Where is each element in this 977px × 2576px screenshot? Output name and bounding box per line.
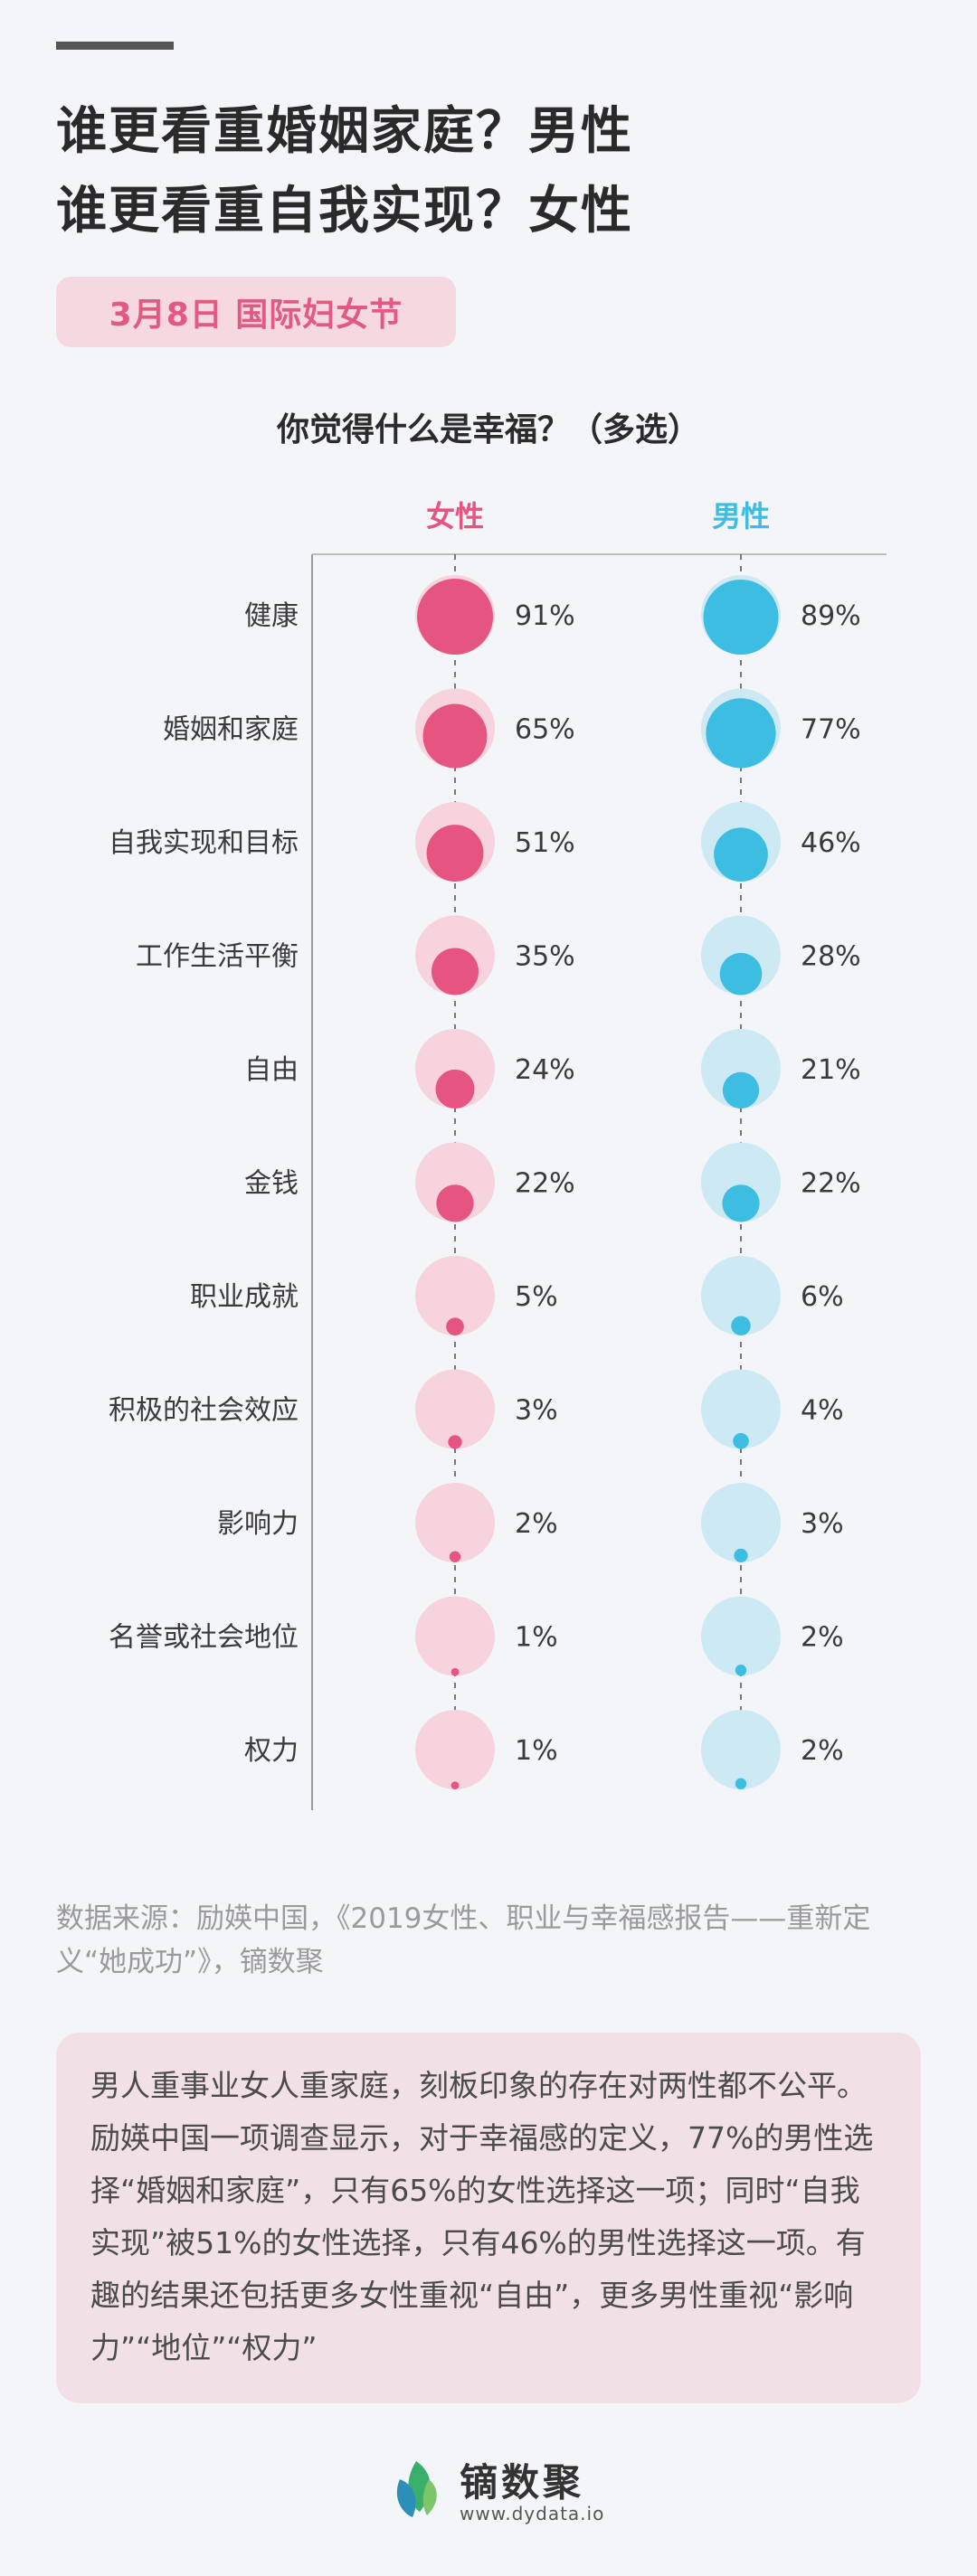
value-label: 35% <box>515 941 575 973</box>
value-label: 2% <box>801 1735 844 1767</box>
bubble-bg <box>415 1029 495 1109</box>
category-label: 名誉或社会地位 <box>109 1622 299 1654</box>
value-label: 21% <box>801 1054 861 1086</box>
page-title-line-1: 谁更看重婚姻家庭？男性 <box>56 102 633 161</box>
bubble-value <box>436 1184 474 1222</box>
summary-text: 男人重事业女人重家庭，刻板印象的存在对两性都不公平。励媖中国一项调查显示，对于幸… <box>90 2068 874 2365</box>
bubble-bg <box>701 1596 781 1676</box>
bubble-value <box>435 1069 475 1109</box>
category-label: 健康 <box>244 600 299 632</box>
bubble-bg <box>701 1142 781 1222</box>
series-header-0: 女性 <box>426 499 484 533</box>
bubble-value <box>735 1665 747 1676</box>
bubble-bg <box>415 1596 495 1676</box>
bubble-value <box>731 1316 751 1335</box>
bubble-value <box>722 1071 760 1109</box>
top-accent-bar <box>56 42 174 50</box>
data-source-note: 数据来源：励媖中国，《2019女性、职业与幸福感报告——重新定义“她成功”》，镝… <box>56 1902 871 1978</box>
value-label: 3% <box>515 1395 558 1427</box>
value-label: 1% <box>515 1735 558 1767</box>
bubble-bg <box>415 1369 495 1449</box>
bubble-value <box>722 1184 760 1222</box>
summary-box: 男人重事业女人重家庭，刻板印象的存在对两性都不公平。励媖中国一项调查显示，对于幸… <box>56 2033 921 2403</box>
bubble-bg <box>415 1142 495 1222</box>
bubble-bg <box>415 1256 495 1335</box>
bubble-bg <box>415 1710 495 1789</box>
value-label: 3% <box>801 1508 844 1540</box>
category-label: 影响力 <box>217 1508 299 1540</box>
value-label: 89% <box>801 600 861 632</box>
bubble-value <box>703 579 779 655</box>
category-label: 自我实现和目标 <box>109 827 299 859</box>
bubble-chart: 女性 男性健康婚姻和家庭自我实现和目标工作生活平衡自由金钱职业成就积极的社会效应影… <box>109 499 887 1810</box>
bubble-value <box>449 1551 461 1562</box>
value-label: 77% <box>801 714 861 746</box>
category-label: 自由 <box>244 1054 299 1086</box>
bubble-value <box>417 579 493 655</box>
page-title-line-2: 谁更看重自我实现？女性 <box>56 182 633 241</box>
brand-name: 镝数聚 <box>460 2460 585 2505</box>
chart-title: 你觉得什么是幸福？（多选） <box>276 411 700 448</box>
value-label: 4% <box>801 1395 844 1427</box>
bubble-value <box>451 1781 460 1789</box>
series-header-1: 男性 <box>712 499 770 533</box>
bubble-value <box>734 1548 748 1563</box>
value-label: 91% <box>515 600 575 632</box>
value-label: 6% <box>801 1281 844 1313</box>
value-label: 46% <box>801 827 861 859</box>
bubble-value <box>714 827 768 882</box>
bubble-bg <box>701 1369 781 1449</box>
value-label: 51% <box>515 827 575 859</box>
value-label: 65% <box>515 714 575 746</box>
date-badge: 3月8日 国际妇女节 <box>56 277 456 347</box>
category-label: 职业成就 <box>190 1281 299 1313</box>
bubble-value <box>422 703 488 769</box>
category-label: 金钱 <box>244 1168 299 1200</box>
bubble-value <box>426 825 484 882</box>
value-label: 22% <box>515 1168 575 1200</box>
bubble-value <box>451 1667 460 1676</box>
bubble-value <box>735 1778 747 1789</box>
value-label: 2% <box>801 1622 844 1654</box>
bubble-value <box>706 698 776 769</box>
bubble-bg <box>701 1256 781 1335</box>
category-label: 工作生活平衡 <box>136 941 299 973</box>
value-label: 28% <box>801 941 861 973</box>
category-label: 婚姻和家庭 <box>163 714 299 746</box>
category-label: 权力 <box>244 1735 299 1767</box>
value-label: 22% <box>801 1168 861 1200</box>
bubble-value <box>719 952 763 995</box>
value-label: 2% <box>515 1508 558 1540</box>
category-label: 积极的社会效应 <box>109 1395 299 1427</box>
bubble-value <box>446 1317 464 1335</box>
brand-url: www.dydata.io <box>460 2503 605 2524</box>
bubble-bg <box>701 1029 781 1109</box>
bubble-value <box>733 1432 749 1449</box>
bubble-bg <box>415 1483 495 1562</box>
value-label: 24% <box>515 1054 575 1086</box>
bubble-value <box>448 1435 462 1449</box>
brand-logo-icon <box>396 2461 437 2517</box>
bubble-bg <box>701 1483 781 1562</box>
bubble-value <box>431 948 479 995</box>
bubble-bg <box>701 1710 781 1789</box>
value-label: 5% <box>515 1281 558 1313</box>
value-label: 1% <box>515 1622 558 1654</box>
